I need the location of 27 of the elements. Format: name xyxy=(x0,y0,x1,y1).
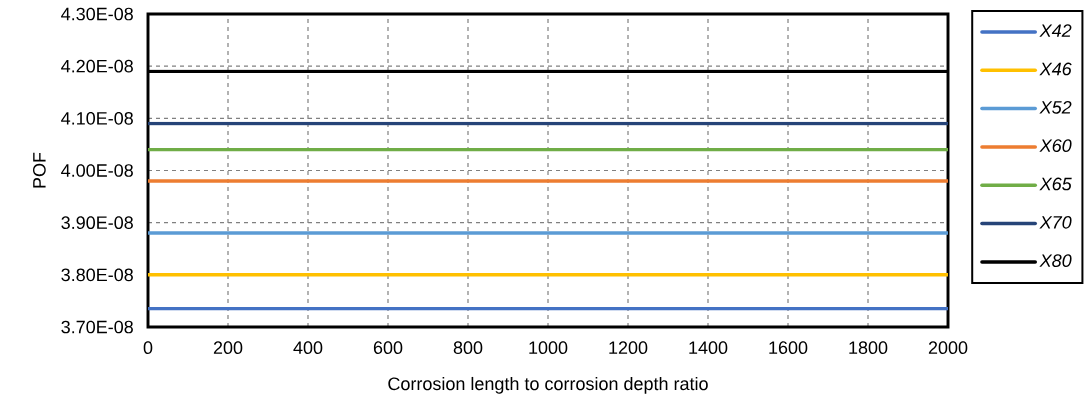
legend-label: X46 xyxy=(1039,62,1072,76)
x-tick-label: 600 xyxy=(373,341,403,354)
legend-label: X60 xyxy=(1039,139,1072,153)
y-tick-label: 4.30E-08 xyxy=(61,7,133,21)
y-tick-label: 3.80E-08 xyxy=(61,268,133,282)
x-tick-label: 400 xyxy=(293,341,323,354)
x-tick-label: 1200 xyxy=(609,341,648,354)
y-tick-label: 4.20E-08 xyxy=(61,59,133,73)
y-tick-label: 3.70E-08 xyxy=(61,320,133,334)
legend-label: X65 xyxy=(1039,177,1072,191)
x-tick-label: 1400 xyxy=(689,341,728,354)
x-tick-label: 800 xyxy=(453,341,483,354)
x-tick-label: 200 xyxy=(213,341,243,354)
legend-label: X52 xyxy=(1039,100,1072,114)
y-axis-title: POF xyxy=(33,152,46,188)
y-tick-label: 4.00E-08 xyxy=(61,164,133,177)
y-tick-label: 4.10E-08 xyxy=(61,111,133,125)
x-tick-label: 1800 xyxy=(849,341,888,354)
x-tick-label: 2000 xyxy=(928,341,968,354)
x-tick-label: 0 xyxy=(143,341,153,354)
x-tick-label: 1600 xyxy=(769,341,808,354)
x-axis-title: Corrosion length to corrosion depth ratio xyxy=(388,376,708,394)
legend-label: X80 xyxy=(1039,254,1072,268)
legend-label: X42 xyxy=(1039,24,1072,37)
legend-label: X70 xyxy=(1039,215,1072,229)
y-tick-label: 3.90E-08 xyxy=(61,216,133,230)
x-tick-label: 1000 xyxy=(529,341,568,354)
